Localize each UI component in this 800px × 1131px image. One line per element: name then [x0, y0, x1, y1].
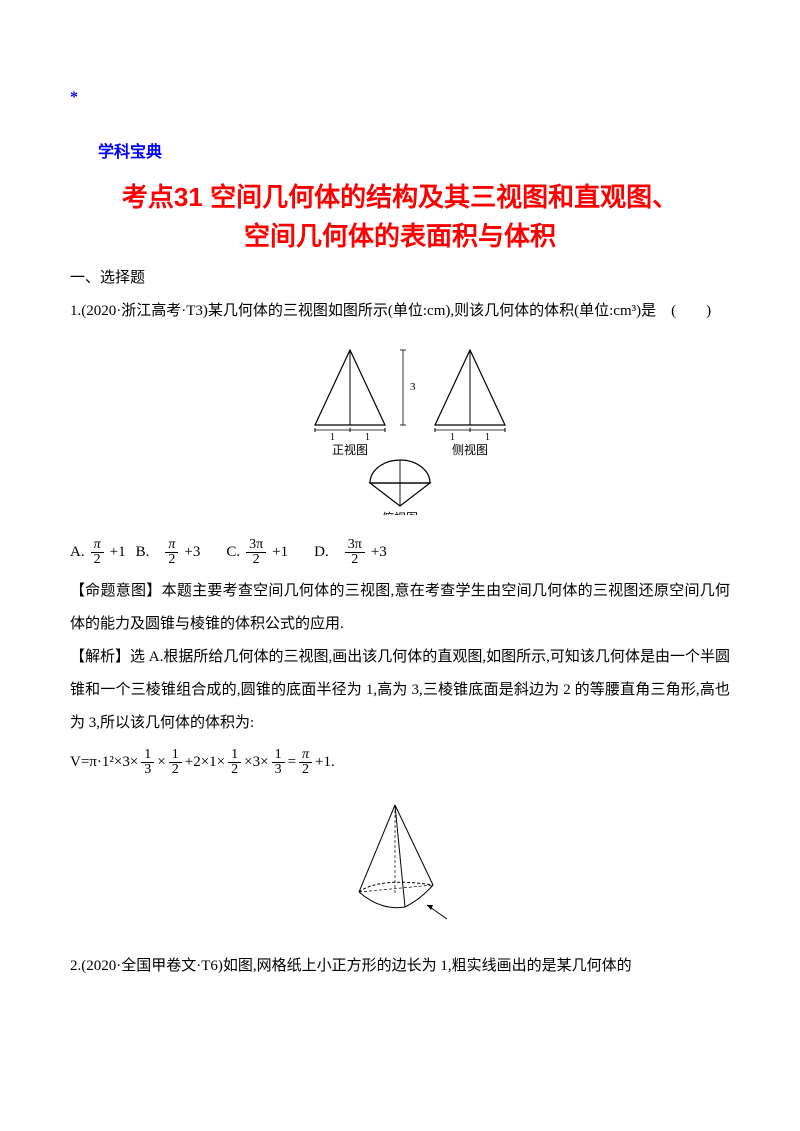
subject-label: 学科宝典 — [98, 135, 730, 170]
cone-svg — [335, 797, 465, 927]
option-c-prefix: C. — [226, 536, 240, 569]
plus-mid: +2×1× — [185, 746, 225, 779]
analysis-paragraph: 【解析】选 A.根据所给几何体的三视图,画出该几何体的直观图,如图所示,可知该几… — [70, 641, 730, 740]
option-d-suffix: +3 — [371, 536, 387, 569]
svg-text:1: 1 — [450, 432, 455, 443]
asterisk-mark: * — [70, 80, 730, 115]
svg-text:3: 3 — [410, 381, 416, 393]
formula-tail: +1. — [315, 746, 335, 779]
option-b-frac: π2 — [165, 538, 178, 567]
options-row: A. π2 +1 B. π2 +3 C. 3π2 +1 D. 3π2 +3 — [70, 536, 730, 569]
frac-1: 13 — [141, 748, 154, 777]
option-d-frac: 3π2 — [345, 538, 365, 567]
three-view-svg: 1 1 正视图 3 1 1 侧视图 俯视图 — [270, 340, 530, 515]
equals: = — [288, 746, 296, 779]
option-b-suffix: +3 — [184, 536, 200, 569]
option-b-prefix: B. — [136, 536, 150, 569]
frac-3: 12 — [228, 748, 241, 777]
volume-formula: V=π·1²×3× 13 × 12 +2×1× 12 ×3× 13 = π2 +… — [70, 746, 730, 779]
svg-text:1: 1 — [330, 432, 335, 443]
formula-head: V=π·1²×3× — [70, 746, 138, 779]
svg-text:正视图: 正视图 — [332, 442, 368, 457]
times-2: ×3× — [244, 746, 268, 779]
frac-2: 12 — [169, 748, 182, 777]
question-1-stem: 1.(2020·浙江高考·T3)某几何体的三视图如图所示(单位:cm),则该几何… — [70, 295, 730, 328]
title-line-1: 考点31 空间几何体的结构及其三视图和直观图、 — [70, 178, 730, 217]
option-a-suffix: +1 — [110, 536, 126, 569]
svg-text:俯视图: 俯视图 — [382, 510, 418, 515]
option-c-frac: 3π2 — [246, 538, 266, 567]
times-1: × — [157, 746, 165, 779]
oblique-view-figure — [70, 797, 730, 940]
option-a-prefix: A. — [70, 536, 85, 569]
title-line-2: 空间几何体的表面积与体积 — [70, 217, 730, 256]
frac-4: 13 — [272, 748, 285, 777]
main-title: 考点31 空间几何体的结构及其三视图和直观图、 空间几何体的表面积与体积 — [70, 178, 730, 256]
frac-5: π2 — [299, 748, 312, 777]
question-2-stem: 2.(2020·全国甲卷文·T6)如图,网格纸上小正方形的边长为 1,粗实线画出… — [70, 950, 730, 983]
intent-paragraph: 【命题意图】本题主要考查空间几何体的三视图,意在考查学生由空间几何体的三视图还原… — [70, 575, 730, 641]
svg-text:1: 1 — [485, 432, 490, 443]
svg-text:侧视图: 侧视图 — [452, 442, 488, 457]
three-view-figure: 1 1 正视图 3 1 1 侧视图 俯视图 — [70, 340, 730, 528]
section-heading: 一、选择题 — [70, 262, 730, 295]
option-d-prefix: D. — [314, 536, 329, 569]
svg-text:1: 1 — [365, 432, 370, 443]
option-c-suffix: +1 — [272, 536, 288, 569]
option-a-frac: π2 — [91, 538, 104, 567]
